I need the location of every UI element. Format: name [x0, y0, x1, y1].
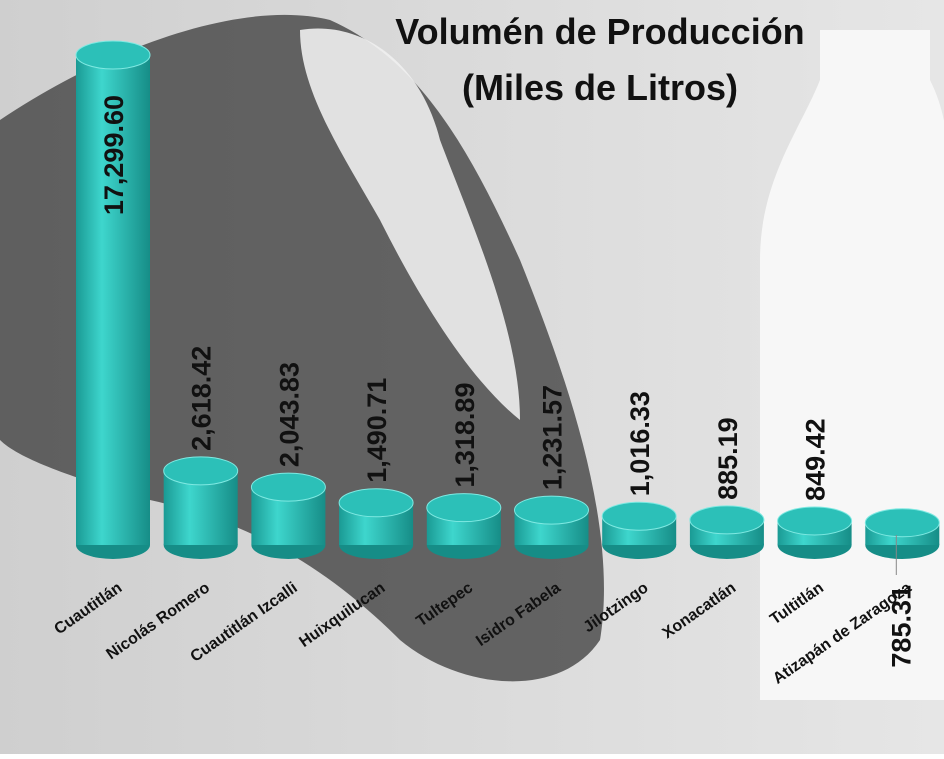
value-label: 1,490.71	[362, 378, 392, 483]
bar-top	[163, 456, 239, 486]
bar-top	[250, 472, 326, 502]
bar-top	[426, 493, 502, 523]
value-label: 1,231.57	[538, 385, 568, 490]
chart-title: Volumén de Producción	[395, 11, 804, 52]
bar-top	[777, 506, 853, 536]
bar-top	[601, 501, 677, 531]
cow-patch	[300, 28, 520, 421]
value-label: 17,299.60	[99, 95, 129, 215]
bar-top	[689, 505, 765, 535]
value-label: 1,318.89	[450, 383, 480, 488]
chart-subtitle: (Miles de Litros)	[462, 67, 738, 108]
bar-top	[514, 495, 589, 525]
value-label: 885.19	[713, 417, 743, 500]
bar-top	[75, 40, 151, 70]
bar-top	[864, 508, 940, 538]
bar-top	[338, 488, 414, 518]
value-label: 1,016.33	[625, 391, 655, 496]
value-label: 2,043.83	[274, 362, 304, 467]
bar	[76, 55, 150, 545]
value-label: 785.31	[886, 585, 916, 668]
value-label: 849.42	[801, 418, 831, 501]
value-label: 2,618.42	[187, 346, 217, 451]
